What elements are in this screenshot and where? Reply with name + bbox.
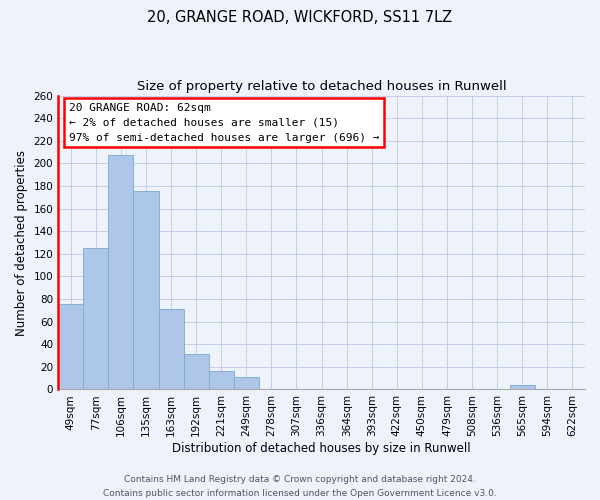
Bar xyxy=(109,156,133,390)
Y-axis label: Number of detached properties: Number of detached properties xyxy=(15,150,28,336)
Bar xyxy=(83,248,109,390)
Bar xyxy=(133,190,158,390)
Bar xyxy=(234,377,259,390)
Text: Contains HM Land Registry data © Crown copyright and database right 2024.
Contai: Contains HM Land Registry data © Crown c… xyxy=(103,476,497,498)
Text: 20 GRANGE ROAD: 62sqm
← 2% of detached houses are smaller (15)
97% of semi-detac: 20 GRANGE ROAD: 62sqm ← 2% of detached h… xyxy=(69,103,379,142)
Bar xyxy=(184,354,209,390)
X-axis label: Distribution of detached houses by size in Runwell: Distribution of detached houses by size … xyxy=(172,442,471,455)
Bar xyxy=(209,372,234,390)
Text: 20, GRANGE ROAD, WICKFORD, SS11 7LZ: 20, GRANGE ROAD, WICKFORD, SS11 7LZ xyxy=(148,10,452,25)
Bar xyxy=(510,385,535,390)
Bar xyxy=(58,304,83,390)
Title: Size of property relative to detached houses in Runwell: Size of property relative to detached ho… xyxy=(137,80,506,93)
Bar xyxy=(158,309,184,390)
